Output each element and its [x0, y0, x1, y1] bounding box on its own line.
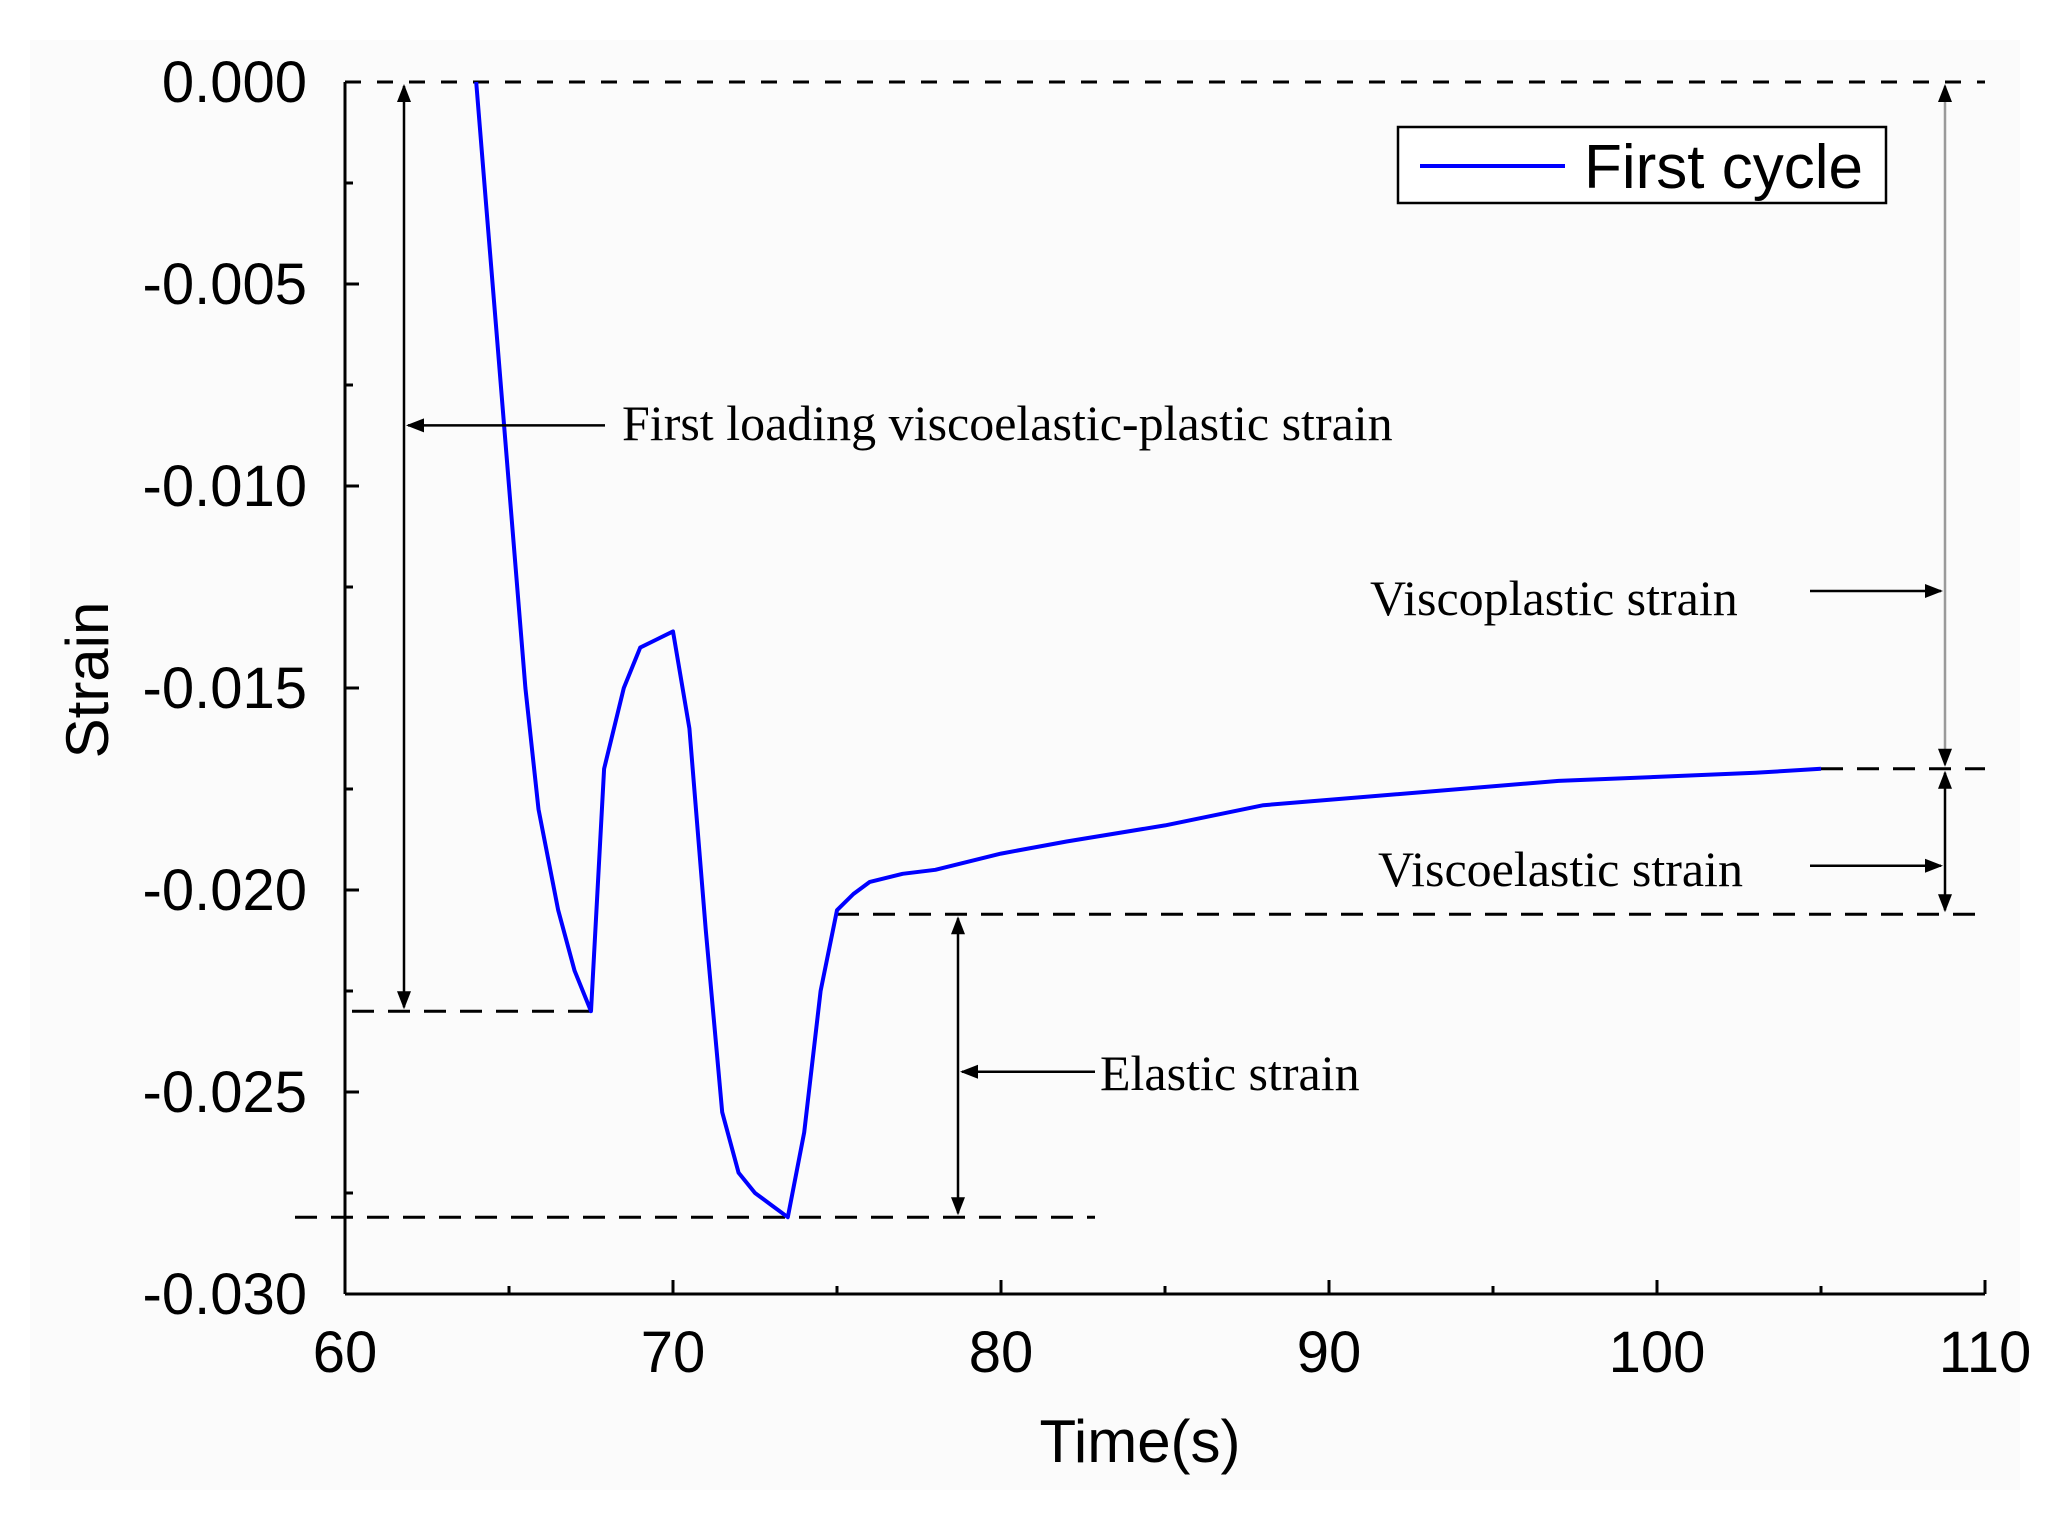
first-loading-arrowhead-bottom	[397, 991, 411, 1010]
x-tick-label: 110	[1939, 1320, 2031, 1385]
annotation-first-loading: First loading viscoelastic-plastic strai…	[622, 395, 1393, 451]
x-ticks: 60 70 80 90 100 110	[313, 1280, 2031, 1385]
y-tick-label: -0.010	[143, 454, 307, 519]
y-axis-title: Strain	[54, 602, 121, 759]
y-tick-label: -0.005	[143, 252, 307, 317]
viscoelastic-pointer-head	[1925, 858, 1943, 873]
viscoelastic-arrowhead-top	[1938, 770, 1952, 789]
viscoplastic-arrowhead-top	[1938, 84, 1952, 102]
reference-lines	[295, 80, 1985, 1219]
y-tick-label: 0.000	[162, 50, 307, 115]
y-tick-label: -0.030	[143, 1262, 307, 1327]
annotations	[397, 84, 1952, 1216]
viscoplastic-arrowhead-bottom	[1938, 748, 1952, 767]
y-tick-label: -0.020	[143, 858, 307, 923]
first-loading-arrowhead-top	[397, 84, 411, 102]
x-tick-label: 100	[1609, 1320, 1706, 1385]
x-axis-title: Time(s)	[1039, 1408, 1240, 1475]
legend: First cycle	[1396, 125, 1888, 205]
elastic-arrowhead-bottom	[951, 1197, 965, 1216]
viscoelastic-arrowhead-bottom	[1938, 894, 1952, 913]
x-tick-label: 90	[1297, 1320, 1362, 1385]
legend-label: First cycle	[1584, 133, 1863, 202]
x-tick-label: 70	[641, 1320, 706, 1385]
y-tick-label: -0.025	[143, 1060, 307, 1125]
annotation-elastic: Elastic strain	[1100, 1045, 1360, 1101]
figure-background	[30, 40, 2020, 1490]
x-tick-label: 80	[969, 1320, 1034, 1385]
elastic-pointer-head	[960, 1064, 978, 1079]
series-group	[474, 81, 1822, 1220]
elastic-arrowhead-top	[951, 916, 965, 935]
viscoplastic-pointer-head	[1925, 584, 1943, 599]
first-loading-pointer-head	[406, 418, 424, 433]
y-ticks: 0.000 -0.005 -0.010 -0.015 -0.020 -0.025 -0.03…	[143, 50, 359, 1327]
annotation-viscoelastic: Viscoelastic strain	[1378, 841, 1743, 897]
annotation-viscoplastic: Viscoplastic strain	[1370, 570, 1738, 626]
series-line-first-cycle	[474, 81, 1822, 1220]
x-tick-label: 60	[313, 1320, 378, 1385]
y-tick-label: -0.015	[143, 656, 307, 721]
